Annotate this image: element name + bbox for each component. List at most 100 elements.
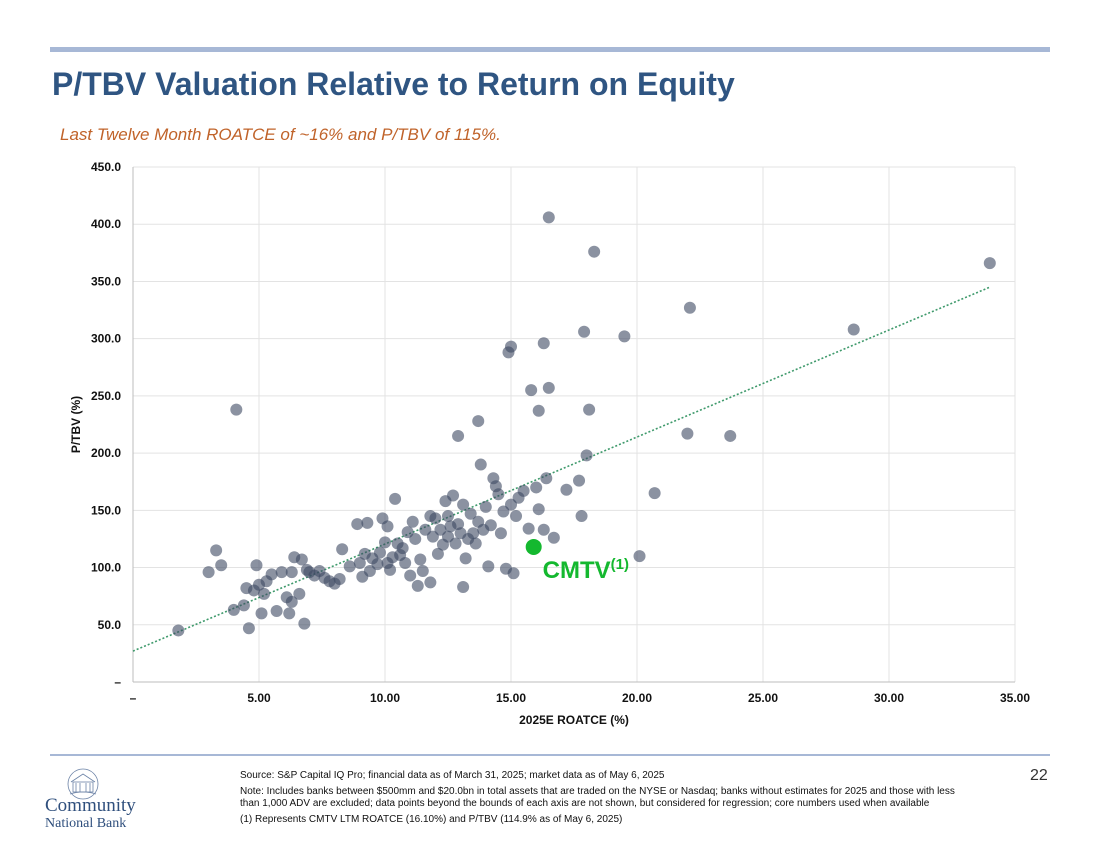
cmtv-footnote: (1) Represents CMTV LTM ROATCE (16.10%) … xyxy=(240,813,623,825)
y-tick-label: 200.0 xyxy=(91,446,121,460)
data-point xyxy=(542,211,555,224)
data-point xyxy=(457,581,470,594)
data-point xyxy=(560,483,573,496)
data-point xyxy=(409,532,422,545)
data-point xyxy=(532,404,545,417)
cmtv-label: CMTV(1) xyxy=(543,556,629,584)
data-point xyxy=(583,403,596,416)
y-tick-label: 150.0 xyxy=(91,503,121,517)
data-point xyxy=(298,617,311,630)
data-point xyxy=(416,564,429,577)
data-point xyxy=(295,553,308,566)
data-point xyxy=(215,559,228,572)
data-point xyxy=(464,507,477,520)
scatter-chart: – 5.00 10.00 15.00 20.00 25.00 30.00 35.00 – 50.0… xyxy=(69,160,1030,727)
data-point xyxy=(494,527,507,540)
top-divider xyxy=(50,47,1050,52)
data-point xyxy=(542,381,555,394)
data-point xyxy=(588,245,601,258)
data-point xyxy=(379,536,391,549)
methodology-note: Note: Includes banks between $500mm and … xyxy=(240,785,955,810)
x-axis-label: 2025E ROATCE (%) xyxy=(519,713,629,727)
data-point xyxy=(467,527,480,540)
page-number: 22 xyxy=(1030,767,1048,784)
data-point xyxy=(404,569,417,582)
x-tick-label: 15.00 xyxy=(496,691,526,705)
data-point xyxy=(618,330,631,343)
data-point xyxy=(237,599,250,612)
data-point xyxy=(540,472,553,485)
bank-logo-text: Community National Bank xyxy=(45,796,136,831)
data-point xyxy=(578,325,591,338)
data-point xyxy=(351,518,364,531)
data-point xyxy=(396,542,409,555)
data-point xyxy=(681,427,694,440)
data-point xyxy=(285,595,298,608)
data-point xyxy=(275,566,288,579)
data-point xyxy=(431,547,444,560)
y-tick-label: 250.0 xyxy=(91,389,121,403)
data-point xyxy=(517,484,530,497)
data-point xyxy=(384,563,397,576)
data-point xyxy=(343,560,356,573)
data-point xyxy=(983,257,996,270)
data-point xyxy=(469,537,482,550)
data-point xyxy=(255,607,268,620)
data-point xyxy=(457,498,470,511)
data-point xyxy=(265,568,278,581)
x-tick-label: 30.00 xyxy=(874,691,904,705)
data-point xyxy=(507,567,520,580)
data-point xyxy=(452,518,465,531)
x-tick-label: 35.00 xyxy=(1000,691,1030,705)
data-point xyxy=(447,489,460,502)
y-tick-label: 350.0 xyxy=(91,274,121,288)
data-point xyxy=(532,503,545,516)
data-point xyxy=(399,556,412,569)
data-point xyxy=(250,559,263,572)
page-title: P/TBV Valuation Relative to Return on Eq… xyxy=(52,66,735,102)
data-point xyxy=(242,622,255,635)
source-note: Source: S&P Capital IQ Pro; financial da… xyxy=(240,770,665,781)
data-point xyxy=(270,605,283,618)
data-point xyxy=(472,415,485,428)
data-point xyxy=(474,458,487,471)
data-point xyxy=(424,576,437,589)
y-tick-label: – xyxy=(114,675,121,689)
data-point xyxy=(414,553,427,566)
data-point xyxy=(373,546,386,559)
data-point xyxy=(411,579,424,592)
data-point xyxy=(283,607,296,620)
data-point xyxy=(449,537,462,550)
data-point xyxy=(336,543,349,556)
data-point xyxy=(580,449,593,462)
data-point xyxy=(683,301,696,314)
data-point xyxy=(537,523,550,536)
x-tick-label: 10.00 xyxy=(370,691,400,705)
y-tick-label: 300.0 xyxy=(91,332,121,346)
data-point xyxy=(429,512,442,525)
x-tick-label: – xyxy=(130,691,137,705)
y-tick-label: 400.0 xyxy=(91,217,121,231)
x-tick-label: 20.00 xyxy=(622,691,652,705)
data-point xyxy=(371,558,384,571)
data-point xyxy=(537,337,550,350)
data-point xyxy=(525,384,538,397)
data-point xyxy=(293,587,306,600)
x-tick-label: 5.00 xyxy=(247,691,271,705)
bottom-divider xyxy=(50,754,1050,756)
data-point xyxy=(575,510,588,523)
bank-building-logo-icon xyxy=(67,768,99,800)
cmtv-highlight-point xyxy=(525,538,542,555)
data-point xyxy=(172,624,185,637)
data-point xyxy=(389,492,402,505)
y-tick-label: 450.0 xyxy=(91,160,121,174)
data-point xyxy=(479,500,492,513)
data-point xyxy=(227,603,240,616)
data-point xyxy=(258,587,271,600)
logo-line-2: National Bank xyxy=(45,816,127,831)
data-point xyxy=(484,519,497,532)
data-point xyxy=(482,560,495,573)
data-point xyxy=(452,429,465,442)
data-point xyxy=(202,566,215,579)
data-point xyxy=(510,510,523,523)
